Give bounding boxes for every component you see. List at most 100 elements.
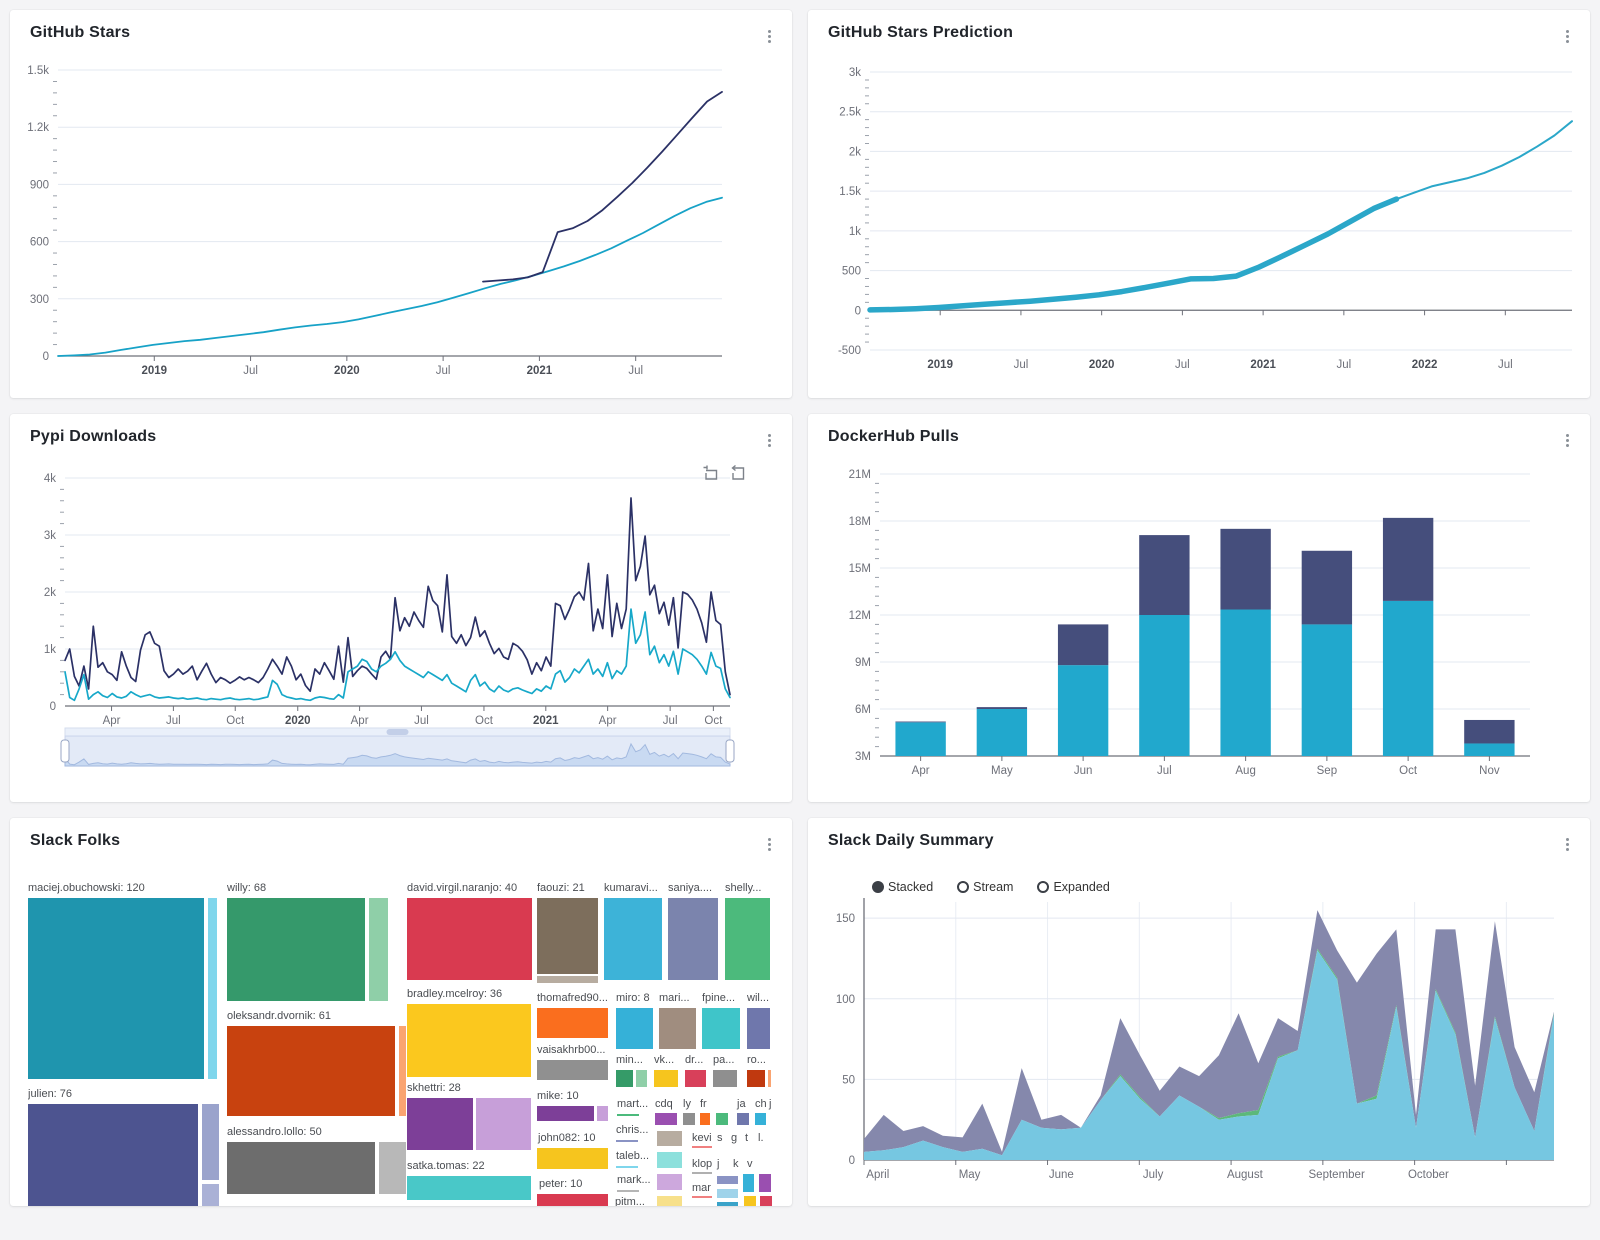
treemap-block[interactable] xyxy=(717,1202,738,1206)
treemap-block[interactable] xyxy=(747,1070,765,1087)
treemap-block[interactable] xyxy=(617,1114,639,1116)
treemap-block[interactable] xyxy=(683,1113,695,1125)
treemap-block[interactable] xyxy=(28,898,204,1079)
bar-segment[interactable] xyxy=(1301,550,1353,625)
treemap-block[interactable] xyxy=(616,1166,638,1168)
treemap-block[interactable] xyxy=(636,1070,647,1087)
treemap-block[interactable] xyxy=(537,1148,608,1169)
treemap-block[interactable] xyxy=(685,1070,706,1087)
kebab-menu-icon[interactable] xyxy=(1560,430,1574,450)
treemap-block[interactable] xyxy=(227,1142,375,1194)
treemap-block[interactable] xyxy=(747,1008,770,1049)
treemap-block[interactable] xyxy=(713,1070,737,1087)
treemap-block[interactable] xyxy=(604,898,662,980)
treemap-block[interactable] xyxy=(692,1172,712,1174)
bar-segment[interactable] xyxy=(1464,719,1515,744)
treemap-block[interactable] xyxy=(717,1189,738,1198)
kebab-menu-icon[interactable] xyxy=(1560,26,1574,46)
bar-segment[interactable] xyxy=(1382,600,1434,756)
legend-item-stream[interactable]: Stream xyxy=(957,880,1013,894)
treemap-block[interactable] xyxy=(379,1142,406,1194)
bar-segment[interactable] xyxy=(976,709,1028,756)
bar-segment[interactable] xyxy=(1057,665,1109,756)
bar-segment[interactable] xyxy=(1139,615,1190,756)
treemap-block[interactable] xyxy=(616,1070,633,1087)
treemap-block[interactable] xyxy=(737,1113,749,1125)
datazoom-grip[interactable] xyxy=(386,729,409,735)
github-stars-chart[interactable]: 0 300 600 900 1.2k 1.5k 2019 Jul 2020 Jul 2021 Jul xyxy=(10,10,792,398)
treemap-block[interactable] xyxy=(28,1104,198,1206)
treemap-block[interactable] xyxy=(537,1060,608,1080)
bar-segment[interactable] xyxy=(976,707,1028,709)
treemap-block[interactable] xyxy=(768,1070,771,1087)
treemap-block[interactable] xyxy=(407,1176,531,1200)
bar-segment[interactable] xyxy=(1382,517,1434,601)
treemap-block[interactable] xyxy=(227,898,365,1001)
kebab-menu-icon[interactable] xyxy=(1560,834,1574,854)
treemap-block[interactable] xyxy=(760,1196,772,1206)
treemap-block[interactable] xyxy=(654,1070,678,1087)
treemap-block[interactable] xyxy=(655,1113,677,1125)
treemap-block[interactable] xyxy=(616,1008,653,1049)
treemap-block[interactable] xyxy=(399,1026,406,1116)
treemap-block[interactable] xyxy=(202,1104,219,1180)
github-stars-prediction-chart[interactable]: -500 0 500 1k 1.5k 2k 2.5k 3k 2019 Jul 2020 Jul 2021… xyxy=(808,10,1590,398)
treemap-block[interactable] xyxy=(716,1113,728,1125)
pypi-downloads-chart[interactable]: 0 1k 2k 3k 4k Apr Jul Oct 2020 Apr Jul Oct 2021 Apr Ju… xyxy=(10,414,792,802)
treemap-block[interactable] xyxy=(597,1106,608,1121)
treemap-block[interactable] xyxy=(692,1196,712,1198)
treemap-block[interactable] xyxy=(717,1176,738,1184)
treemap-block[interactable] xyxy=(657,1152,682,1168)
treemap-block[interactable] xyxy=(725,898,770,980)
treemap-block[interactable] xyxy=(668,898,718,980)
treemap-block[interactable] xyxy=(202,1184,219,1206)
treemap-block[interactable] xyxy=(407,1004,531,1077)
treemap-block[interactable] xyxy=(702,1008,740,1049)
slack-folks-treemap[interactable]: maciej.obuchowski: 120 julien: 76 willy: 6… xyxy=(28,874,772,1206)
treemap-block[interactable] xyxy=(659,1008,696,1049)
kebab-menu-icon[interactable] xyxy=(762,26,776,46)
treemap-block[interactable] xyxy=(759,1174,771,1192)
bar-segment[interactable] xyxy=(1301,624,1353,756)
treemap-block[interactable] xyxy=(537,976,598,983)
treemap-block[interactable] xyxy=(476,1098,531,1150)
treemap-block[interactable] xyxy=(657,1131,682,1146)
treemap-block[interactable] xyxy=(537,898,598,974)
treemap-block[interactable] xyxy=(616,1140,638,1142)
kebab-menu-icon[interactable] xyxy=(762,834,776,854)
restore-icon[interactable] xyxy=(729,464,746,481)
datazoom-handle[interactable] xyxy=(725,739,735,763)
bar-segment[interactable] xyxy=(1139,535,1190,615)
datazoom-handle[interactable] xyxy=(60,739,70,763)
treemap-block[interactable] xyxy=(407,1098,473,1150)
bar-segment[interactable] xyxy=(1464,743,1515,756)
legend-item-stacked[interactable]: Stacked xyxy=(872,880,933,894)
treemap-block[interactable] xyxy=(657,1196,682,1206)
bar-segment[interactable] xyxy=(1220,528,1271,610)
treemap-block[interactable] xyxy=(755,1113,766,1125)
zoom-select-icon[interactable] xyxy=(702,464,719,481)
treemap-block[interactable] xyxy=(700,1113,710,1125)
treemap-block[interactable] xyxy=(537,1194,608,1206)
treemap-block[interactable] xyxy=(537,1008,608,1038)
bar-segment[interactable] xyxy=(1057,624,1109,666)
legend-item-expanded[interactable]: Expanded xyxy=(1037,880,1110,894)
treemap-block[interactable] xyxy=(537,1106,594,1121)
legend-label: Stream xyxy=(973,880,1014,894)
treemap-block[interactable] xyxy=(227,1026,395,1116)
kebab-menu-icon[interactable] xyxy=(762,430,776,450)
treemap-block[interactable] xyxy=(407,898,532,980)
treemap-block[interactable] xyxy=(692,1146,712,1148)
treemap-block[interactable] xyxy=(657,1174,682,1190)
treemap-block[interactable] xyxy=(617,1190,639,1192)
treemap-block[interactable] xyxy=(744,1196,756,1206)
datazoom-selection[interactable] xyxy=(65,736,730,766)
bar-segment[interactable] xyxy=(1220,609,1271,756)
treemap-block[interactable] xyxy=(743,1174,754,1192)
slack-daily-summary-chart[interactable]: 0 50 100 150 April May June July August September… xyxy=(808,818,1590,1206)
dockerhub-pulls-chart[interactable]: 3M 6M 9M 12M 15M 18M 21M Apr May Jun Jul Aug Sep Oct N… xyxy=(808,414,1590,802)
bar-segment[interactable] xyxy=(895,721,946,723)
treemap-block[interactable] xyxy=(208,898,217,1079)
bar-segment[interactable] xyxy=(895,722,946,756)
treemap-block[interactable] xyxy=(369,898,388,1001)
